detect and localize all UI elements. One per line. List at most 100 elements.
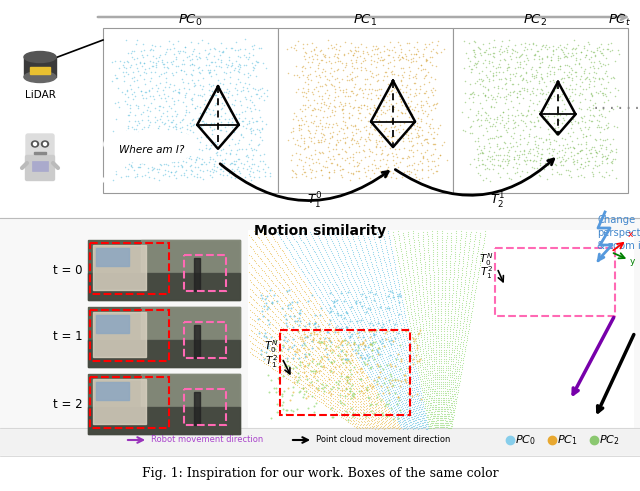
Point	[374, 336, 384, 344]
Point	[572, 119, 582, 127]
Point	[381, 417, 391, 425]
Point	[319, 383, 330, 391]
Point	[367, 329, 378, 337]
Point	[343, 345, 353, 353]
Point	[294, 303, 305, 311]
Point	[418, 290, 428, 298]
Point	[302, 266, 312, 273]
Point	[423, 387, 433, 395]
Point	[374, 269, 384, 277]
Point	[285, 320, 296, 327]
Point	[416, 139, 426, 147]
Point	[124, 110, 134, 118]
Point	[125, 135, 136, 142]
Point	[401, 249, 411, 257]
Point	[339, 351, 349, 358]
Point	[371, 287, 381, 295]
Point	[279, 313, 289, 321]
Point	[363, 383, 373, 391]
Point	[246, 344, 256, 352]
Point	[348, 303, 358, 311]
Point	[367, 394, 378, 402]
Point	[412, 263, 422, 271]
Point	[329, 302, 339, 310]
Point	[359, 404, 369, 411]
Point	[308, 321, 318, 329]
Point	[312, 55, 323, 63]
Point	[397, 425, 408, 433]
Point	[420, 363, 430, 371]
Point	[357, 379, 367, 387]
Point	[333, 347, 343, 355]
Point	[414, 371, 424, 379]
Point	[436, 414, 446, 422]
Point	[346, 270, 356, 278]
Point	[445, 408, 455, 415]
Point	[283, 361, 293, 369]
Point	[220, 68, 230, 76]
Point	[379, 356, 389, 364]
Point	[398, 95, 408, 103]
Point	[441, 396, 451, 404]
Point	[171, 134, 181, 142]
Point	[335, 341, 345, 349]
Point	[310, 150, 320, 158]
Point	[189, 172, 199, 180]
Point	[336, 334, 346, 342]
Point	[296, 283, 307, 291]
Point	[343, 379, 353, 386]
Point	[439, 321, 449, 328]
Point	[282, 302, 292, 310]
Point	[339, 314, 349, 322]
Point	[493, 89, 503, 97]
Point	[198, 117, 208, 125]
Point	[342, 378, 352, 386]
Point	[442, 330, 452, 338]
Point	[282, 357, 292, 365]
Point	[318, 65, 328, 73]
Point	[465, 81, 476, 88]
Point	[244, 80, 254, 88]
Point	[356, 342, 367, 350]
Point	[399, 263, 409, 271]
Point	[443, 410, 453, 418]
Point	[453, 333, 463, 341]
Point	[380, 418, 390, 426]
Point	[349, 276, 359, 284]
Point	[404, 347, 415, 355]
Point	[436, 378, 446, 385]
Point	[415, 61, 426, 69]
Point	[519, 146, 529, 154]
Text: $T_1^2$: $T_1^2$	[480, 264, 493, 281]
Point	[469, 270, 479, 278]
Point	[436, 362, 446, 370]
Point	[148, 62, 158, 70]
Point	[508, 46, 518, 54]
Point	[575, 76, 586, 83]
Point	[274, 242, 284, 250]
Point	[187, 100, 197, 108]
Point	[406, 282, 416, 290]
Point	[403, 364, 413, 372]
Point	[396, 356, 406, 364]
Bar	[248, 230, 633, 430]
Point	[505, 91, 515, 99]
Point	[379, 300, 389, 308]
Point	[146, 68, 156, 76]
Point	[374, 309, 385, 317]
Point	[378, 344, 388, 352]
Point	[323, 274, 333, 282]
Point	[384, 304, 394, 312]
Point	[306, 168, 316, 176]
Point	[455, 360, 465, 368]
Point	[534, 52, 545, 60]
Point	[383, 399, 394, 407]
Point	[206, 58, 216, 66]
Point	[422, 330, 432, 338]
Point	[347, 370, 357, 378]
Point	[409, 239, 419, 246]
Point	[434, 357, 444, 365]
Point	[291, 376, 301, 384]
Point	[303, 339, 314, 347]
Point	[122, 147, 132, 155]
